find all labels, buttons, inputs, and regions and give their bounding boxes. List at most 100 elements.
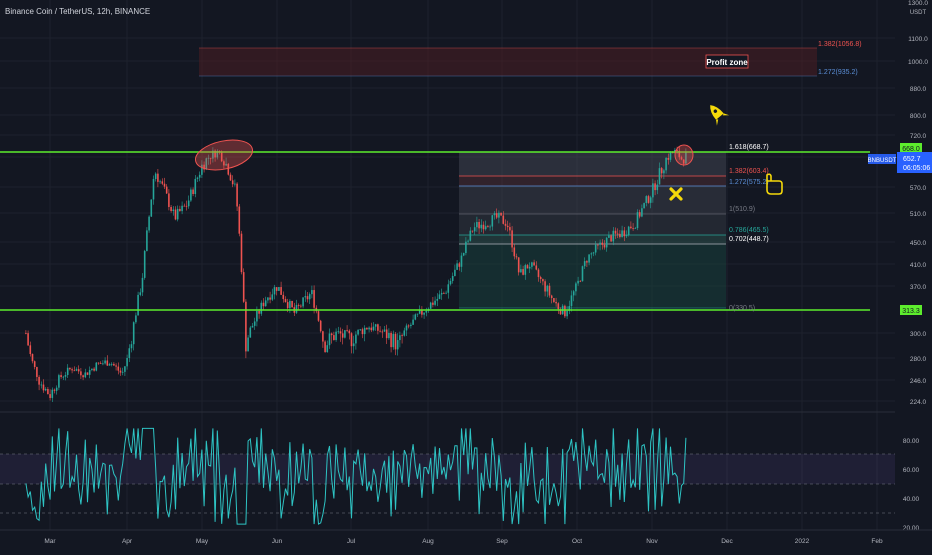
candle-body [227,163,230,175]
candle-body [634,228,637,229]
candle-body [443,292,445,294]
fib-label-1382: 1.382(603.4) [729,168,769,175]
candle-body [438,294,441,299]
candle-body [128,348,131,359]
candle-body [337,331,340,333]
candle-body [62,376,65,378]
candle-body [372,326,375,331]
time-tick-label: Apr [122,538,133,545]
candle-body [240,233,243,273]
candle-body [302,297,304,307]
candle-body [132,322,135,345]
candle-body [203,164,205,170]
candle-body [623,230,626,237]
svg-text:652.7: 652.7 [903,156,921,163]
candle-body [333,335,335,341]
candle-body [163,183,166,187]
rsi-line [25,427,687,525]
candle-body [572,291,575,296]
svg-text:668.0: 668.0 [902,146,920,153]
candle-body [280,287,282,295]
candle-body [641,208,643,217]
candle-body [80,371,82,376]
candle-body [570,295,573,307]
candle-body [660,168,663,174]
candle-body [368,327,370,330]
candle-body [652,183,654,198]
price-tick-label: 880.0 [910,86,927,93]
candle-body [366,327,368,330]
candle-body [625,234,628,237]
candle-body [630,226,632,229]
candle-body [275,287,278,291]
candle-body [335,331,337,341]
price-tick-label: 246.0 [910,378,927,385]
price-tick-label: 1100.0 [908,36,928,43]
candle-body [33,361,36,367]
profit-zone-box: Profit zone [199,47,817,77]
candle-body [286,302,289,309]
candle-body [385,329,388,339]
candle-body [605,237,608,248]
candle-body [390,332,392,348]
candle-body [317,311,320,321]
candle-body [678,150,681,158]
candle-body [289,300,291,309]
candle-body [42,384,45,391]
candle-body [27,333,29,346]
candle-body [194,178,197,195]
candle-body [110,363,113,365]
candle-body [179,208,181,212]
candle-body [425,310,428,313]
candle-body [392,333,395,348]
time-tick-label: Dec [721,538,733,545]
candle-body [115,365,117,367]
candle-body [60,375,62,378]
candle-body [610,235,612,242]
candle-body [106,360,109,366]
candle-body [381,331,384,333]
candle-body [207,157,210,159]
fib-zone [459,152,726,309]
time-tick-label: 2022 [795,538,810,545]
candle-body [49,394,51,398]
candle-body [152,179,155,200]
candle-body [579,280,582,282]
candle-body [126,358,128,367]
candle-body [148,216,150,231]
candle-body [117,366,120,371]
price-tick-label: 224.0 [910,399,927,406]
candle-body [568,306,571,311]
rsi-tick-label: 60.00 [903,467,920,474]
candle-body [297,305,300,306]
candle-body [44,388,47,391]
candle-body [326,345,329,353]
candle-body [524,265,527,275]
candle-body [449,280,452,285]
candle-body [205,158,208,170]
candle-body [476,221,478,228]
cross-mark-icon [669,187,683,201]
profit-zone-label: Profit zone [706,58,748,67]
price-tick-label: 410.0 [910,262,927,269]
candle-body [308,294,311,300]
candle-body [555,301,557,304]
current-ellipse [674,144,694,166]
candle-body [557,303,560,310]
rsi-axis: 80.00 60.00 40.00 20.00 [903,438,920,532]
candle-body [473,227,476,232]
candle-body [269,297,271,300]
candle-body [146,230,148,251]
candle-body [603,244,606,248]
candle-body [581,266,584,282]
candle-body [627,226,630,235]
candle-body [553,298,555,302]
candle-body [643,203,645,209]
candle-body [236,183,238,207]
candle-body [440,292,443,295]
price-tick-label: 570.0 [910,185,927,192]
candle-body [487,226,489,227]
candle-body [313,290,315,308]
candle-body [29,345,32,355]
